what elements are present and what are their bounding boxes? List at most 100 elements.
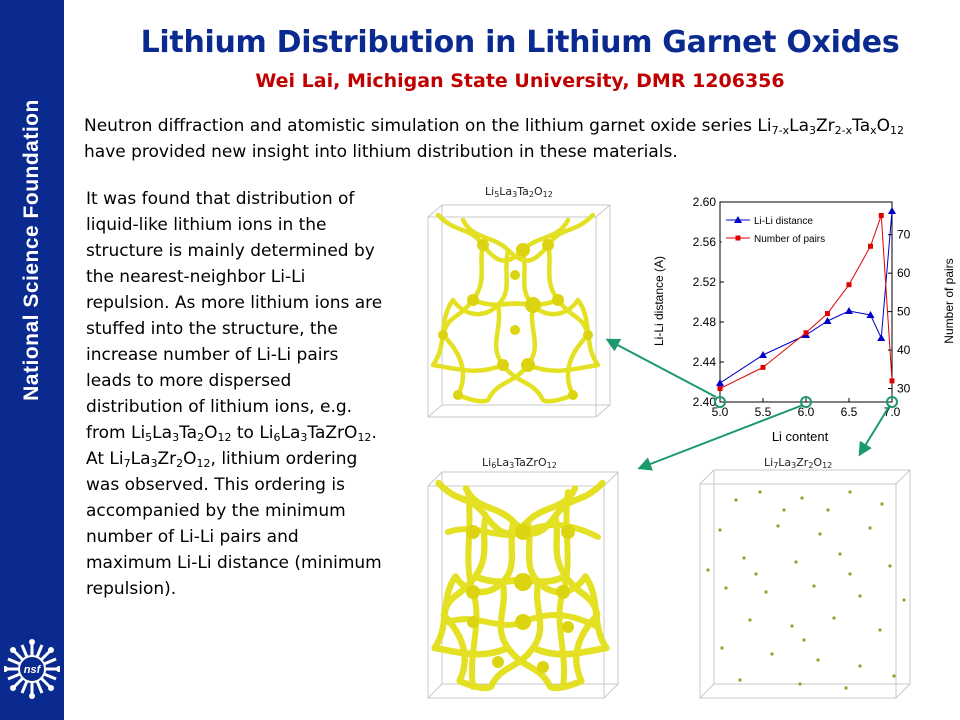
data-point-number-of-pairs	[803, 330, 809, 336]
intro-sub: x	[870, 124, 877, 137]
y2-tick-label: 50	[897, 305, 911, 319]
y2-tick-label: 40	[897, 343, 911, 357]
intro-text: Ta	[852, 116, 871, 136]
data-point-number-of-pairs	[889, 378, 895, 384]
data-point-li-li-distance	[759, 351, 767, 358]
sidebar-title: National Science Foundation	[20, 99, 43, 401]
legend-label-li-li-distance: Li-Li distance	[754, 216, 813, 227]
highlight-circle	[886, 396, 898, 408]
formula-part: Li	[259, 423, 274, 443]
x-axis-label: Li content	[772, 429, 829, 444]
formula-sub: 12	[217, 431, 232, 444]
formula-part: O	[183, 449, 197, 469]
formula-sub: 2	[176, 457, 184, 470]
formula-sub: 3	[150, 457, 158, 470]
body-text: It was found that distribution of liquid…	[86, 189, 383, 443]
caption-sub: 5	[494, 190, 500, 199]
y-tick-label: 2.48	[693, 315, 717, 329]
caption-part: Zr	[796, 456, 809, 469]
formula-sub: 6	[273, 431, 281, 444]
series-line-number-of-pairs	[719, 215, 893, 389]
body-paragraph: It was found that distribution of liquid…	[86, 186, 388, 602]
formula-sub: 3	[172, 431, 180, 444]
y-axis-label: Li-Li distance (A)	[652, 256, 666, 346]
data-point-number-of-pairs	[878, 212, 884, 218]
intro-text: Neutron diffraction and atomistic simula…	[84, 116, 772, 136]
caption-sub: 12	[822, 461, 833, 470]
caption-part: La	[499, 185, 513, 198]
nsf-logo: nsf	[4, 639, 60, 699]
intro-text: have provided new insight into lithium d…	[84, 142, 678, 162]
body-text: . At	[86, 423, 377, 469]
data-point-li-li-distance	[845, 307, 853, 314]
page-subtitle: Wei Lai, Michigan State University, DMR …	[255, 70, 785, 92]
formula-sub: 5	[145, 431, 153, 444]
y-tick-label: 2.44	[693, 355, 717, 369]
caption-sub: 3	[512, 190, 518, 199]
body-text: to	[231, 423, 260, 443]
formula-part: La	[130, 449, 151, 469]
structure-li7	[699, 469, 911, 699]
caption-sub: 3	[509, 461, 515, 470]
y-tick-label: 2.60	[693, 195, 717, 209]
chart-legend: Li-Li distance Number of pairs	[721, 211, 847, 249]
sidebar: National Science Foundation nsf	[0, 0, 64, 720]
caption-li7: Li7La3Zr2O12	[764, 456, 833, 470]
caption-part: TaZrO	[514, 456, 547, 469]
data-point-number-of-pairs	[868, 243, 873, 249]
nsf-logo-text: nsf	[24, 664, 42, 676]
data-point-li-li-distance	[877, 334, 886, 341]
page-title: Lithium Distribution in Lithium Garnet O…	[140, 25, 900, 60]
caption-part: Li	[485, 185, 495, 198]
caption-li6: Li6La3TaZrO12	[482, 456, 557, 470]
structure-li6	[427, 471, 619, 699]
intro-sub: 12	[890, 124, 905, 137]
legend-marker-triangle	[734, 216, 742, 223]
caption-part: Li	[764, 456, 774, 469]
intro-text: La	[789, 116, 809, 136]
formula-sub: 2	[197, 431, 205, 444]
caption-part: La	[496, 456, 510, 469]
data-point-li-li-distance	[823, 317, 832, 324]
formula-part: Li	[130, 423, 146, 443]
formula-part: Li	[109, 449, 124, 469]
formula-li5: Li5La3Ta2O12	[131, 423, 231, 443]
formula-sub: 12	[357, 431, 372, 444]
caption-part: La	[778, 456, 792, 469]
y2-axis-label: Number of pairs	[942, 258, 956, 343]
caption-part: O	[813, 456, 823, 469]
y-tick-label: 2.40	[693, 395, 717, 409]
y-tick-label: 2.56	[693, 235, 717, 249]
formula-part: La	[152, 423, 173, 443]
data-point-li-li-distance	[888, 207, 896, 214]
formula-sub: 7	[123, 457, 131, 470]
intro-sub: 2-x	[834, 124, 853, 137]
caption-sub: 12	[542, 190, 553, 199]
caption-part: Ta	[517, 185, 529, 198]
x-tick-label: 5.5	[755, 405, 772, 419]
y2-tick-label: 60	[897, 266, 911, 280]
intro-text: Zr	[816, 116, 835, 136]
formula-part: Zr	[157, 449, 177, 469]
caption-sub: 2	[808, 461, 814, 470]
y2-tick-label: 70	[897, 228, 911, 242]
data-point-li-li-distance	[866, 311, 875, 318]
y2-tick-label: 30	[897, 382, 911, 396]
data-point-number-of-pairs	[846, 282, 852, 288]
caption-sub: 12	[546, 461, 557, 470]
intro-sub: 7-x	[771, 124, 790, 137]
highlight-circle	[800, 396, 812, 408]
intro-paragraph: Neutron diffraction and atomistic simula…	[84, 113, 924, 165]
caption-li5: Li5La3Ta2O12	[485, 185, 553, 199]
formula-part: O	[204, 423, 218, 443]
caption-sub: 2	[528, 190, 534, 199]
formula-li7: Li7La3Zr2O12	[109, 449, 210, 469]
li-distance-chart: 5.0 5.5 6.0 6.5 7.02.402.442.482.522.562.603…	[652, 195, 956, 444]
intro-sub: 3	[809, 124, 816, 137]
x-tick-label: 6.5	[841, 405, 858, 419]
structure-li5	[427, 204, 611, 418]
intro-text: O	[876, 116, 891, 136]
data-point-li-li-distance	[716, 379, 724, 386]
formula-li6: Li6La3TaZrO12	[259, 423, 371, 443]
data-point-number-of-pairs	[825, 311, 830, 317]
